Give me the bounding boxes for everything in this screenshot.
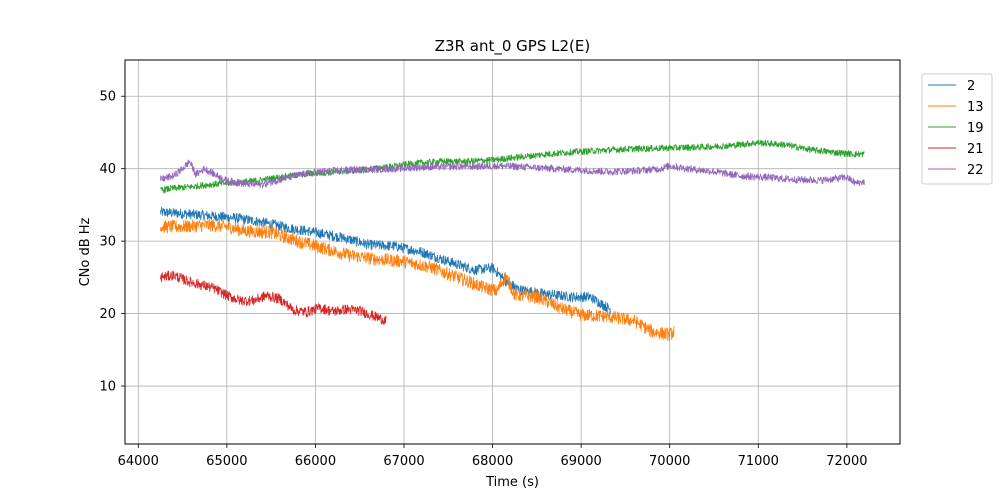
x-tick-label: 67000 — [383, 454, 424, 469]
legend-label-21: 21 — [967, 142, 984, 157]
series-line-21 — [160, 270, 387, 325]
series-line-19 — [160, 139, 865, 194]
grid-layer — [125, 60, 900, 444]
legend-box — [921, 73, 993, 185]
plot-area — [125, 60, 900, 444]
ticks-layer: 64000 65000 66000 67000 68000 69000 70000 71000… — [99, 90, 867, 469]
x-tick-label: 72000 — [826, 454, 867, 469]
y-axis-title: CNo dB Hz — [78, 217, 93, 286]
series-layer — [160, 139, 865, 342]
y-tick-label: 20 — [99, 307, 116, 322]
series-line-2 — [160, 206, 611, 315]
x-tick-label: 66000 — [295, 454, 336, 469]
x-tick-label: 65000 — [206, 454, 247, 469]
y-tick-label: 40 — [99, 162, 116, 177]
legend-label-22: 22 — [967, 163, 984, 178]
x-tick-label: 69000 — [560, 454, 601, 469]
plot-frame — [124, 59, 901, 445]
x-tick-label: 71000 — [738, 454, 779, 469]
x-axis-title: Time (s) — [485, 475, 539, 490]
legend: 2 13 19 21 22 — [921, 73, 993, 185]
legend-label-13: 13 — [967, 100, 984, 115]
y-tick-label: 10 — [99, 380, 116, 395]
legend-label-19: 19 — [967, 121, 984, 136]
chart-title: Z3R ant_0 GPS L2(E) — [435, 37, 590, 56]
series-line-22 — [160, 159, 865, 189]
y-tick-label: 50 — [99, 90, 116, 105]
series-line-13 — [160, 218, 675, 342]
x-tick-label: 70000 — [649, 454, 690, 469]
legend-label-2: 2 — [967, 79, 975, 94]
x-tick-label: 64000 — [118, 454, 159, 469]
y-tick-label: 30 — [99, 235, 116, 250]
x-tick-label: 68000 — [472, 454, 513, 469]
